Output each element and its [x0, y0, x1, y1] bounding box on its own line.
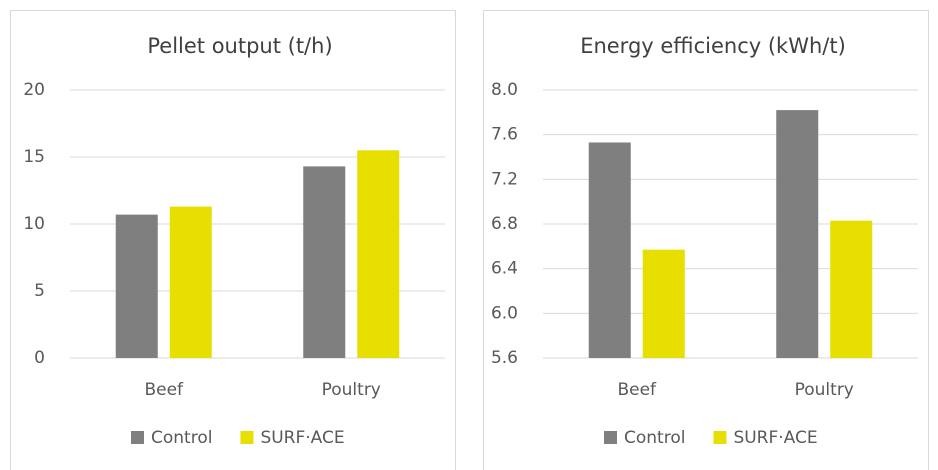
chart-title: Energy efficiency (kWh/t): [580, 34, 846, 58]
chart-title: Pellet output (t/h): [147, 34, 332, 58]
x-tick-label: Beef: [144, 380, 184, 400]
legend-swatch: [131, 431, 144, 444]
legend-label: Control: [151, 428, 212, 448]
y-tick-label: 5.6: [491, 348, 518, 368]
bar: [776, 110, 819, 358]
y-tick-label: 6.8: [491, 214, 518, 234]
x-tick-label: Poultry: [795, 380, 854, 400]
legend-swatch: [713, 431, 727, 444]
y-tick-label: 5: [34, 281, 45, 301]
legend-label: Control: [624, 428, 685, 448]
bar: [830, 220, 873, 358]
y-tick-label: 15: [23, 147, 45, 167]
y-tick-label: 6.0: [491, 303, 518, 323]
x-tick-label: Beef: [617, 380, 657, 400]
legend-swatch: [240, 431, 254, 444]
y-tick-label: 8.0: [491, 80, 518, 100]
y-tick-label: 10: [23, 214, 45, 234]
legend-label: SURF·ACE: [733, 428, 817, 448]
y-tick-label: 0: [34, 348, 45, 368]
x-tick-label: Poultry: [322, 380, 381, 400]
y-tick-label: 7.6: [491, 125, 518, 145]
bar: [303, 166, 346, 358]
bar: [169, 206, 212, 358]
bar: [588, 142, 631, 358]
y-tick-label: 20: [23, 80, 45, 100]
bar: [642, 249, 685, 358]
legend-label: SURF·ACE: [260, 428, 344, 448]
bar: [357, 150, 400, 358]
y-tick-label: 7.2: [491, 169, 518, 189]
bar: [115, 214, 158, 358]
y-tick-label: 6.4: [491, 259, 518, 279]
legend-swatch: [604, 431, 617, 444]
